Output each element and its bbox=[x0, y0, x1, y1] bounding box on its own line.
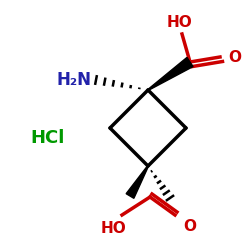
Text: O: O bbox=[183, 219, 196, 234]
Text: O: O bbox=[228, 50, 241, 64]
Text: H₂N: H₂N bbox=[57, 71, 92, 89]
Polygon shape bbox=[126, 166, 148, 198]
Text: HO: HO bbox=[101, 221, 127, 236]
Polygon shape bbox=[148, 58, 193, 90]
Text: HCl: HCl bbox=[30, 129, 64, 147]
Text: HO: HO bbox=[167, 15, 193, 30]
